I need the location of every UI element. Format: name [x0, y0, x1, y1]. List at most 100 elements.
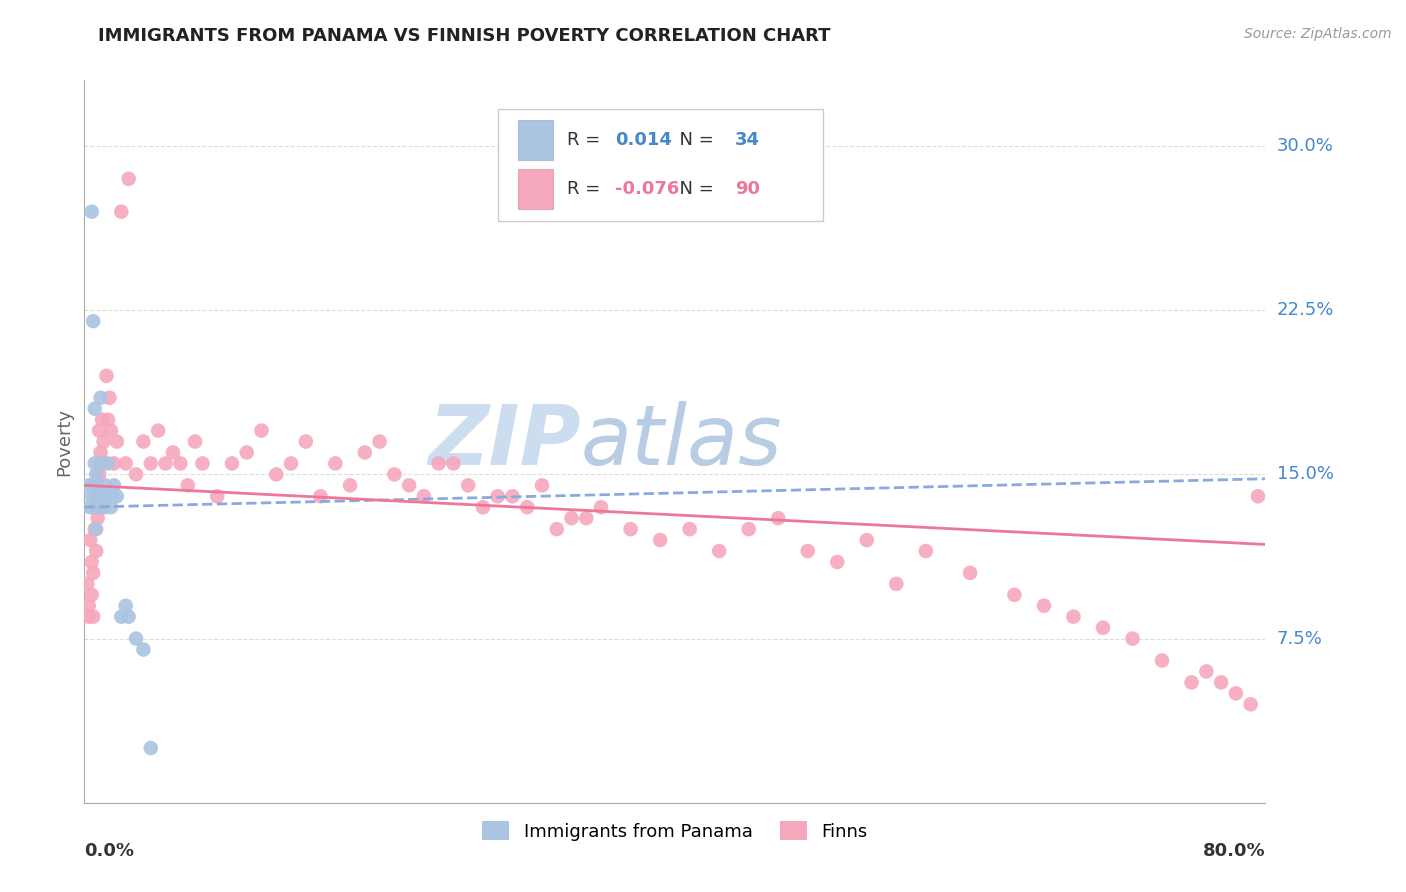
- Point: [886, 577, 908, 591]
- Point: [98, 489, 121, 503]
- Point: [84, 522, 107, 536]
- Point: [266, 467, 288, 482]
- Point: [101, 489, 124, 503]
- Point: [472, 500, 495, 515]
- Point: [856, 533, 879, 547]
- Point: [79, 533, 101, 547]
- Point: [132, 434, 155, 449]
- Point: [86, 478, 108, 492]
- Point: [93, 489, 115, 503]
- Point: [98, 391, 121, 405]
- Text: N =: N =: [668, 131, 720, 149]
- Point: [100, 500, 122, 515]
- Point: [236, 445, 259, 459]
- Point: [398, 478, 420, 492]
- Point: [84, 544, 107, 558]
- Point: [97, 412, 120, 426]
- FancyBboxPatch shape: [517, 120, 553, 161]
- Point: [86, 478, 108, 492]
- Point: [250, 424, 273, 438]
- Point: [516, 500, 538, 515]
- Text: ZIP: ZIP: [427, 401, 581, 482]
- Point: [155, 457, 177, 471]
- Point: [77, 478, 100, 492]
- Point: [959, 566, 981, 580]
- Point: [86, 511, 108, 525]
- Text: 34: 34: [735, 131, 761, 149]
- Point: [118, 171, 141, 186]
- Point: [82, 478, 104, 492]
- Point: [1092, 621, 1115, 635]
- Point: [125, 467, 148, 482]
- Point: [91, 489, 114, 503]
- Point: [82, 314, 104, 328]
- Point: [83, 401, 105, 416]
- Point: [486, 489, 509, 503]
- Y-axis label: Poverty: Poverty: [55, 408, 73, 475]
- Point: [84, 489, 107, 503]
- Point: [546, 522, 568, 536]
- Text: R =: R =: [568, 131, 606, 149]
- Point: [591, 500, 613, 515]
- Point: [368, 434, 391, 449]
- Point: [91, 412, 114, 426]
- Point: [110, 609, 132, 624]
- Point: [103, 478, 125, 492]
- Point: [100, 424, 122, 438]
- Point: [354, 445, 377, 459]
- Point: [79, 500, 101, 515]
- Text: 0.014: 0.014: [614, 131, 672, 149]
- Point: [531, 478, 554, 492]
- Point: [679, 522, 702, 536]
- Point: [132, 642, 155, 657]
- Point: [76, 577, 98, 591]
- Point: [118, 609, 141, 624]
- Point: [1063, 609, 1085, 624]
- Point: [77, 599, 100, 613]
- Point: [93, 434, 115, 449]
- Text: 22.5%: 22.5%: [1277, 301, 1334, 319]
- Point: [83, 522, 105, 536]
- Point: [797, 544, 820, 558]
- Point: [139, 457, 162, 471]
- Point: [1240, 698, 1263, 712]
- Point: [768, 511, 790, 525]
- Text: 15.0%: 15.0%: [1277, 466, 1333, 483]
- Point: [575, 511, 598, 525]
- Point: [650, 533, 672, 547]
- Point: [103, 457, 125, 471]
- Text: 0.0%: 0.0%: [84, 842, 135, 860]
- Point: [382, 467, 406, 482]
- Point: [169, 457, 191, 471]
- Point: [457, 478, 479, 492]
- Point: [1225, 686, 1247, 700]
- Point: [80, 489, 103, 503]
- Point: [83, 457, 105, 471]
- Point: [90, 445, 112, 459]
- Point: [94, 457, 117, 471]
- Point: [87, 489, 111, 503]
- Point: [561, 511, 583, 525]
- Point: [709, 544, 731, 558]
- Text: N =: N =: [668, 179, 720, 198]
- Point: [114, 599, 136, 613]
- Point: [96, 368, 118, 383]
- Point: [86, 500, 108, 515]
- Point: [83, 500, 105, 515]
- Point: [105, 434, 128, 449]
- Text: IMMIGRANTS FROM PANAMA VS FINNISH POVERTY CORRELATION CHART: IMMIGRANTS FROM PANAMA VS FINNISH POVERT…: [98, 27, 831, 45]
- Point: [94, 478, 117, 492]
- Point: [90, 391, 112, 405]
- Point: [207, 489, 229, 503]
- Text: R =: R =: [568, 179, 606, 198]
- Point: [915, 544, 938, 558]
- Text: 90: 90: [735, 179, 761, 198]
- Point: [97, 457, 120, 471]
- Point: [1004, 588, 1026, 602]
- Point: [1195, 665, 1218, 679]
- Point: [1033, 599, 1056, 613]
- Point: [191, 457, 214, 471]
- Point: [162, 445, 184, 459]
- Point: [148, 424, 170, 438]
- Point: [94, 500, 117, 515]
